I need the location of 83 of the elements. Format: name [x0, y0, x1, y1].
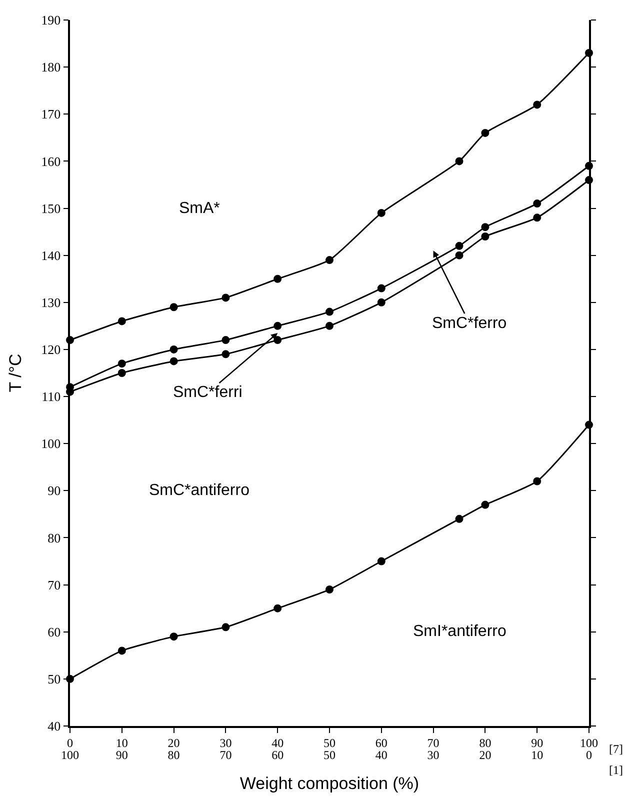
point: [222, 623, 230, 632]
x2-tick-label: 10: [531, 748, 544, 762]
point: [481, 223, 490, 232]
point: [377, 298, 386, 306]
x2-tick-label: 100: [61, 748, 79, 762]
x2-tick-label: 80: [168, 748, 180, 762]
point: [481, 500, 490, 509]
y-tick-label: 160: [41, 154, 61, 169]
point: [377, 557, 386, 566]
y-tick-label: 170: [41, 106, 61, 122]
annotation: SmC*ferro: [432, 315, 507, 332]
x2-tick-label: 70: [220, 748, 232, 762]
x-axis-title: Weight composition (%): [240, 774, 420, 794]
point: [377, 284, 386, 292]
y-axis-title: T /°C: [6, 354, 26, 392]
x-tick-label: 40: [272, 736, 284, 750]
x2-tick-label: 0: [586, 748, 592, 762]
point: [377, 208, 386, 217]
x-tick-label: 20: [168, 736, 180, 750]
point: [118, 360, 126, 368]
x-tick-label: 10: [116, 736, 128, 750]
point: [274, 604, 282, 612]
y-tick-label: 140: [41, 248, 61, 263]
y-tick-label: 120: [41, 342, 61, 358]
point: [222, 350, 230, 358]
x-tick-label: 60: [375, 736, 388, 750]
y-tick-label: 180: [41, 60, 61, 75]
annotation: SmC*ferri: [173, 384, 242, 401]
point: [326, 586, 334, 594]
point: [274, 274, 282, 283]
y-tick-label: 70: [48, 577, 61, 592]
point: [118, 317, 126, 326]
x2-tick-label: 20: [479, 748, 492, 762]
point: [222, 294, 230, 302]
y-tick-label: 80: [48, 530, 61, 546]
point: [118, 646, 126, 655]
point: [455, 251, 464, 260]
x2-tick-label: 50: [324, 748, 336, 762]
point: [533, 200, 542, 208]
x-tick-label: 100: [580, 736, 598, 750]
annotation: SmC*antiferro: [149, 482, 250, 499]
point: [170, 303, 178, 312]
x2-tick-label: 30: [427, 748, 440, 762]
y-tick-label: 90: [48, 483, 61, 498]
y-tick-label: 100: [41, 436, 61, 452]
y-tick-label: 110: [42, 389, 61, 404]
x-tick-label: 0: [67, 736, 73, 750]
point: [481, 128, 490, 137]
text: [1]: [609, 763, 623, 777]
point: [170, 632, 178, 641]
point: [326, 256, 334, 264]
point: [326, 322, 334, 330]
x2-tick-label: 90: [116, 748, 128, 762]
point: [170, 357, 178, 366]
x2-tick-label: 60: [272, 748, 284, 762]
point: [533, 477, 542, 486]
point: [274, 322, 282, 330]
y-tick-label: 40: [48, 718, 61, 734]
annotation: SmI*antiferro: [413, 623, 506, 640]
x2-tick-label: 40: [375, 748, 388, 762]
point: [455, 157, 464, 166]
y-tick-label: 50: [48, 671, 61, 686]
y-tick-label: 130: [41, 294, 61, 310]
point: [455, 242, 464, 250]
x-tick-label: 70: [427, 736, 440, 750]
point: [533, 100, 542, 109]
point: [274, 336, 282, 344]
point: [170, 345, 178, 354]
point: [326, 308, 334, 316]
point: [455, 514, 464, 523]
x-tick-label: 50: [324, 736, 336, 750]
y-tick-label: 60: [48, 624, 61, 640]
text: [7]: [609, 742, 623, 756]
point: [481, 232, 490, 241]
y-tick-label: 150: [41, 200, 61, 216]
x-tick-label: 30: [220, 736, 232, 750]
point: [222, 336, 230, 344]
x-tick-label: 90: [531, 736, 544, 750]
point: [118, 369, 126, 377]
point: [533, 214, 542, 222]
x-tick-label: 80: [479, 736, 492, 750]
y-tick-label: 190: [41, 12, 61, 28]
annotation: SmA*: [179, 200, 220, 217]
